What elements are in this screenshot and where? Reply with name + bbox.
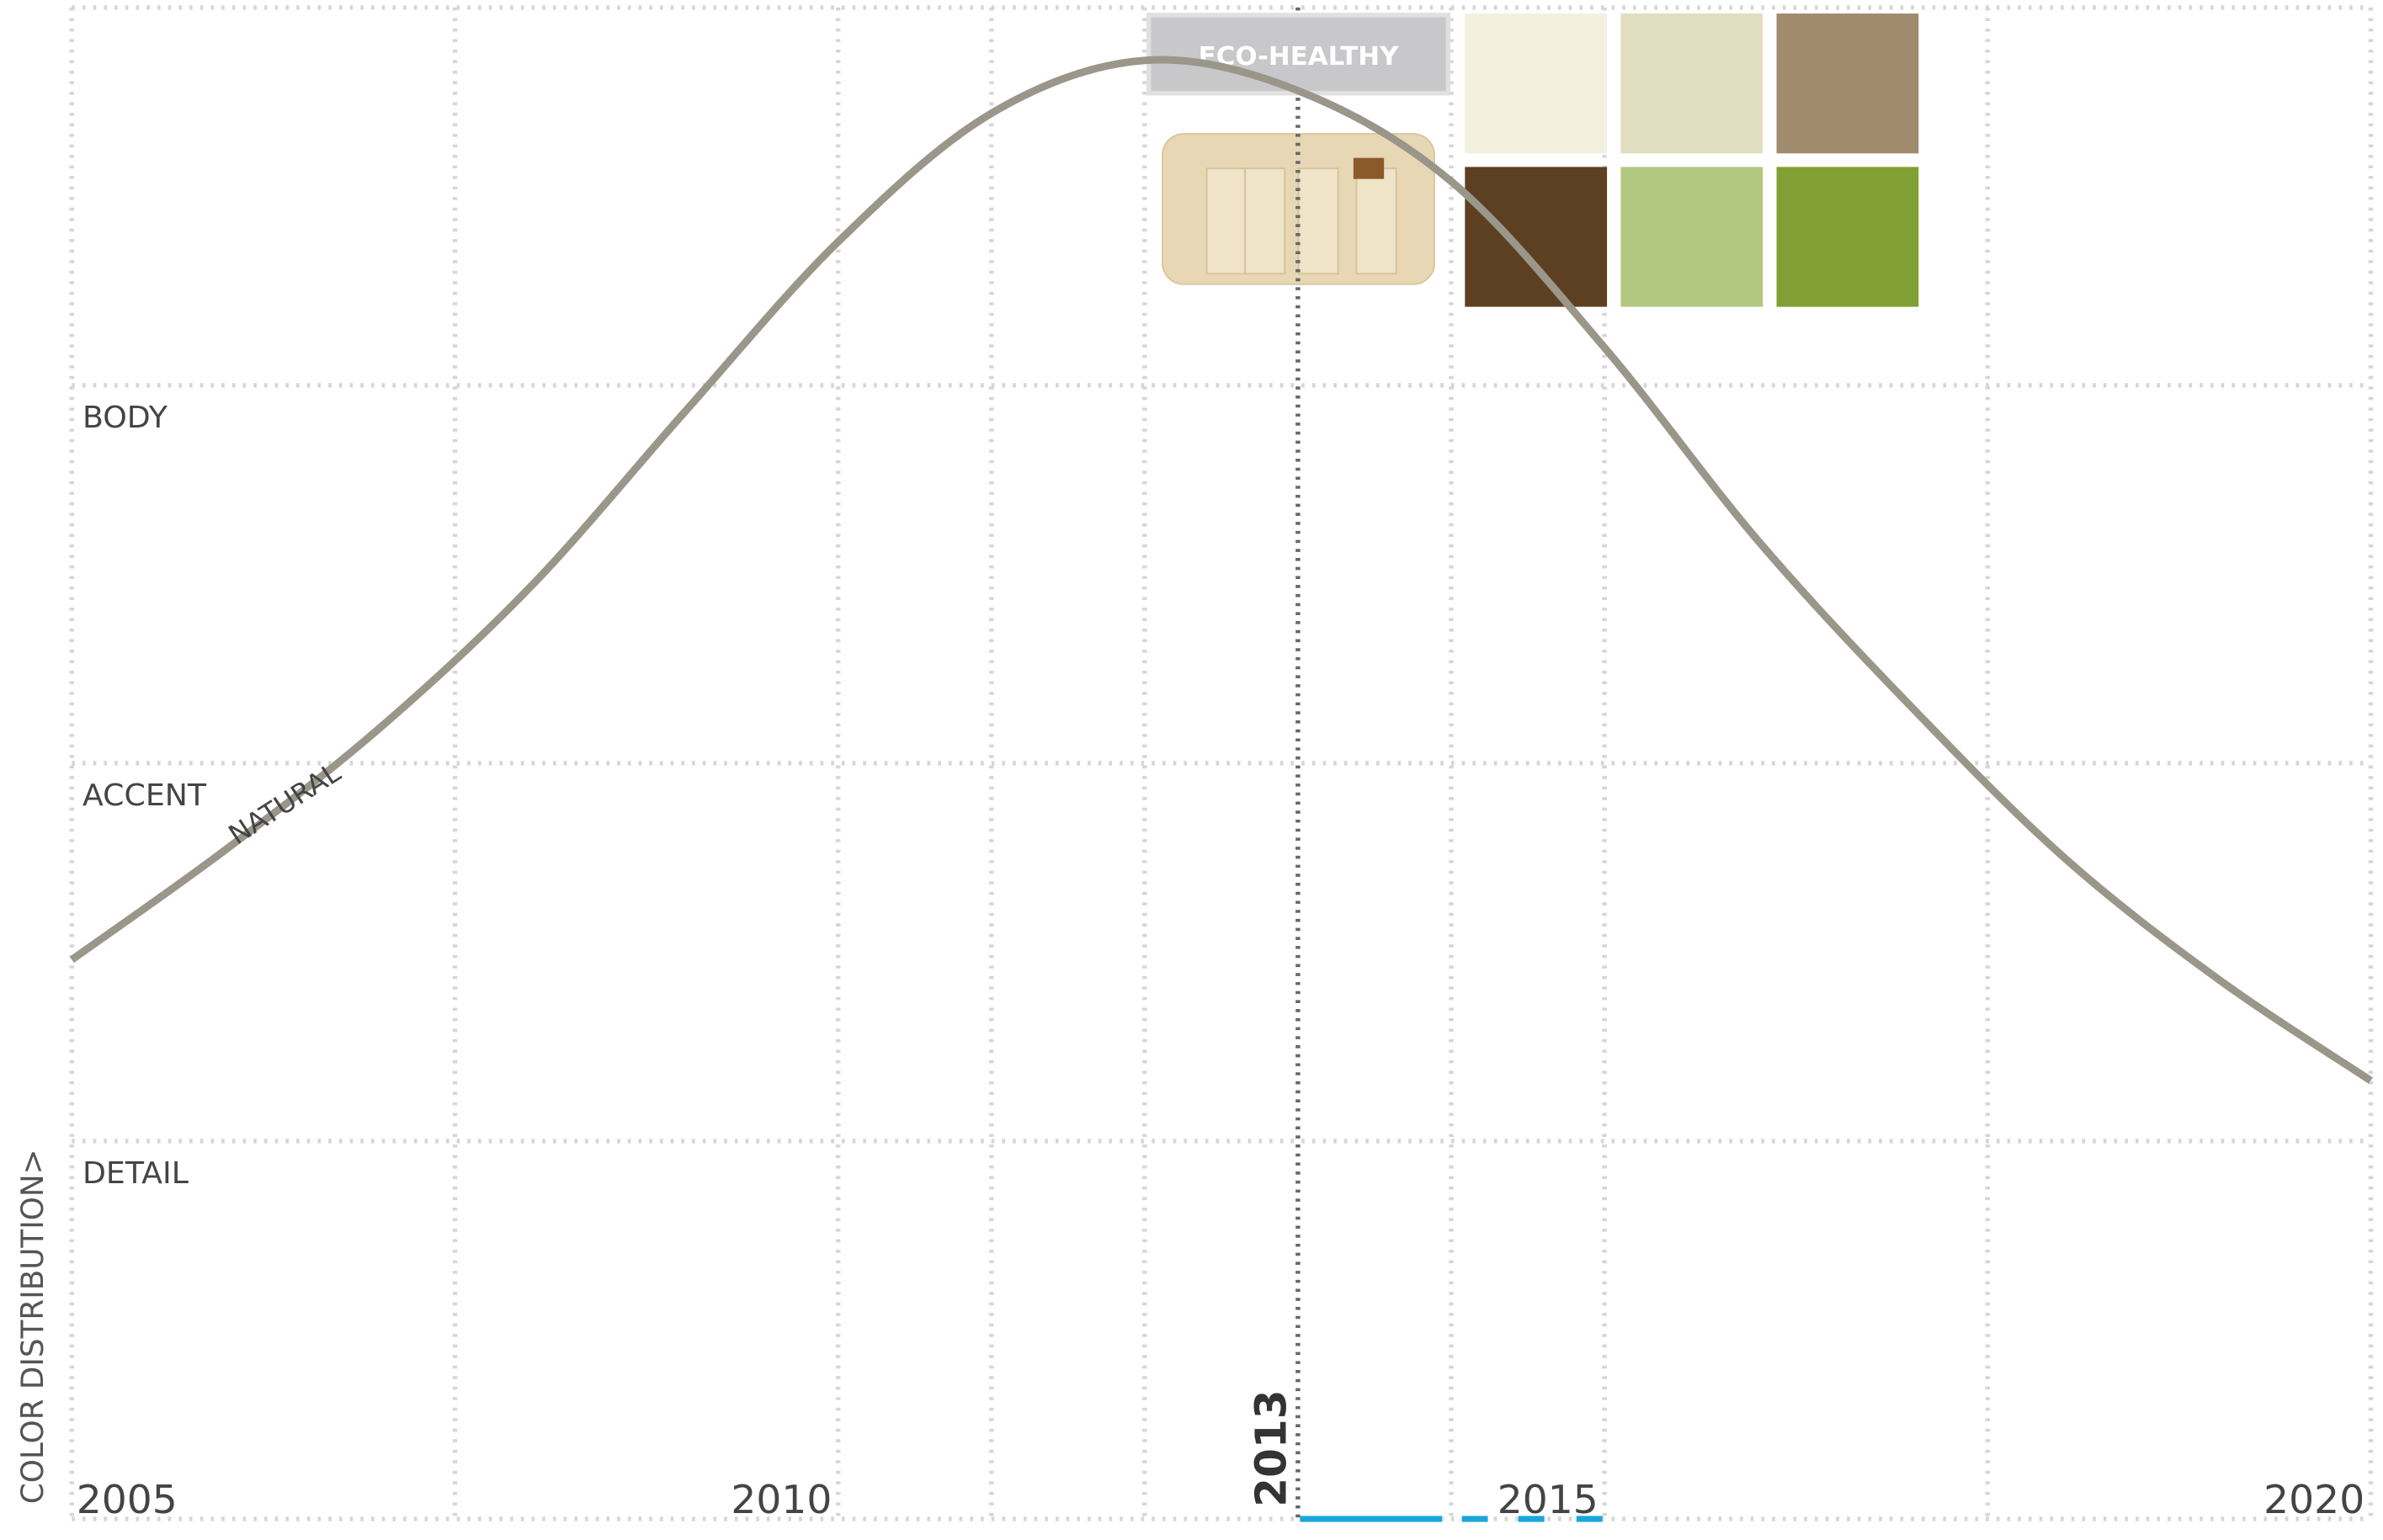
chart: COLOR DISTRIBUTION> DETAIL ACCENT BODY 2013… xyxy=(0,0,2383,1540)
product-pocket xyxy=(1245,168,1285,273)
product-pocket xyxy=(1207,168,1247,273)
swatch xyxy=(1777,167,1919,306)
series-label: NATURAL xyxy=(223,757,347,851)
marker-label: 2013 xyxy=(1246,1389,1295,1506)
product-tag xyxy=(1354,158,1384,179)
swatch xyxy=(1620,13,1763,153)
product-pocket xyxy=(1356,168,1396,273)
swatch xyxy=(1620,167,1763,306)
y-tick-label: ACCENT xyxy=(82,778,207,813)
x-tick-label: 2020 xyxy=(2263,1478,2364,1523)
y-tick-label: BODY xyxy=(82,401,168,435)
product-pocket xyxy=(1299,168,1338,273)
x-tick-label: 2010 xyxy=(731,1478,832,1523)
swatch xyxy=(1465,167,1607,306)
swatch xyxy=(1777,13,1919,153)
x-tick-label: 2005 xyxy=(77,1478,178,1523)
y-tick-label: DETAIL xyxy=(82,1156,189,1191)
swatch xyxy=(1465,13,1607,153)
y-axis-label: COLOR DISTRIBUTION> xyxy=(16,1149,51,1504)
